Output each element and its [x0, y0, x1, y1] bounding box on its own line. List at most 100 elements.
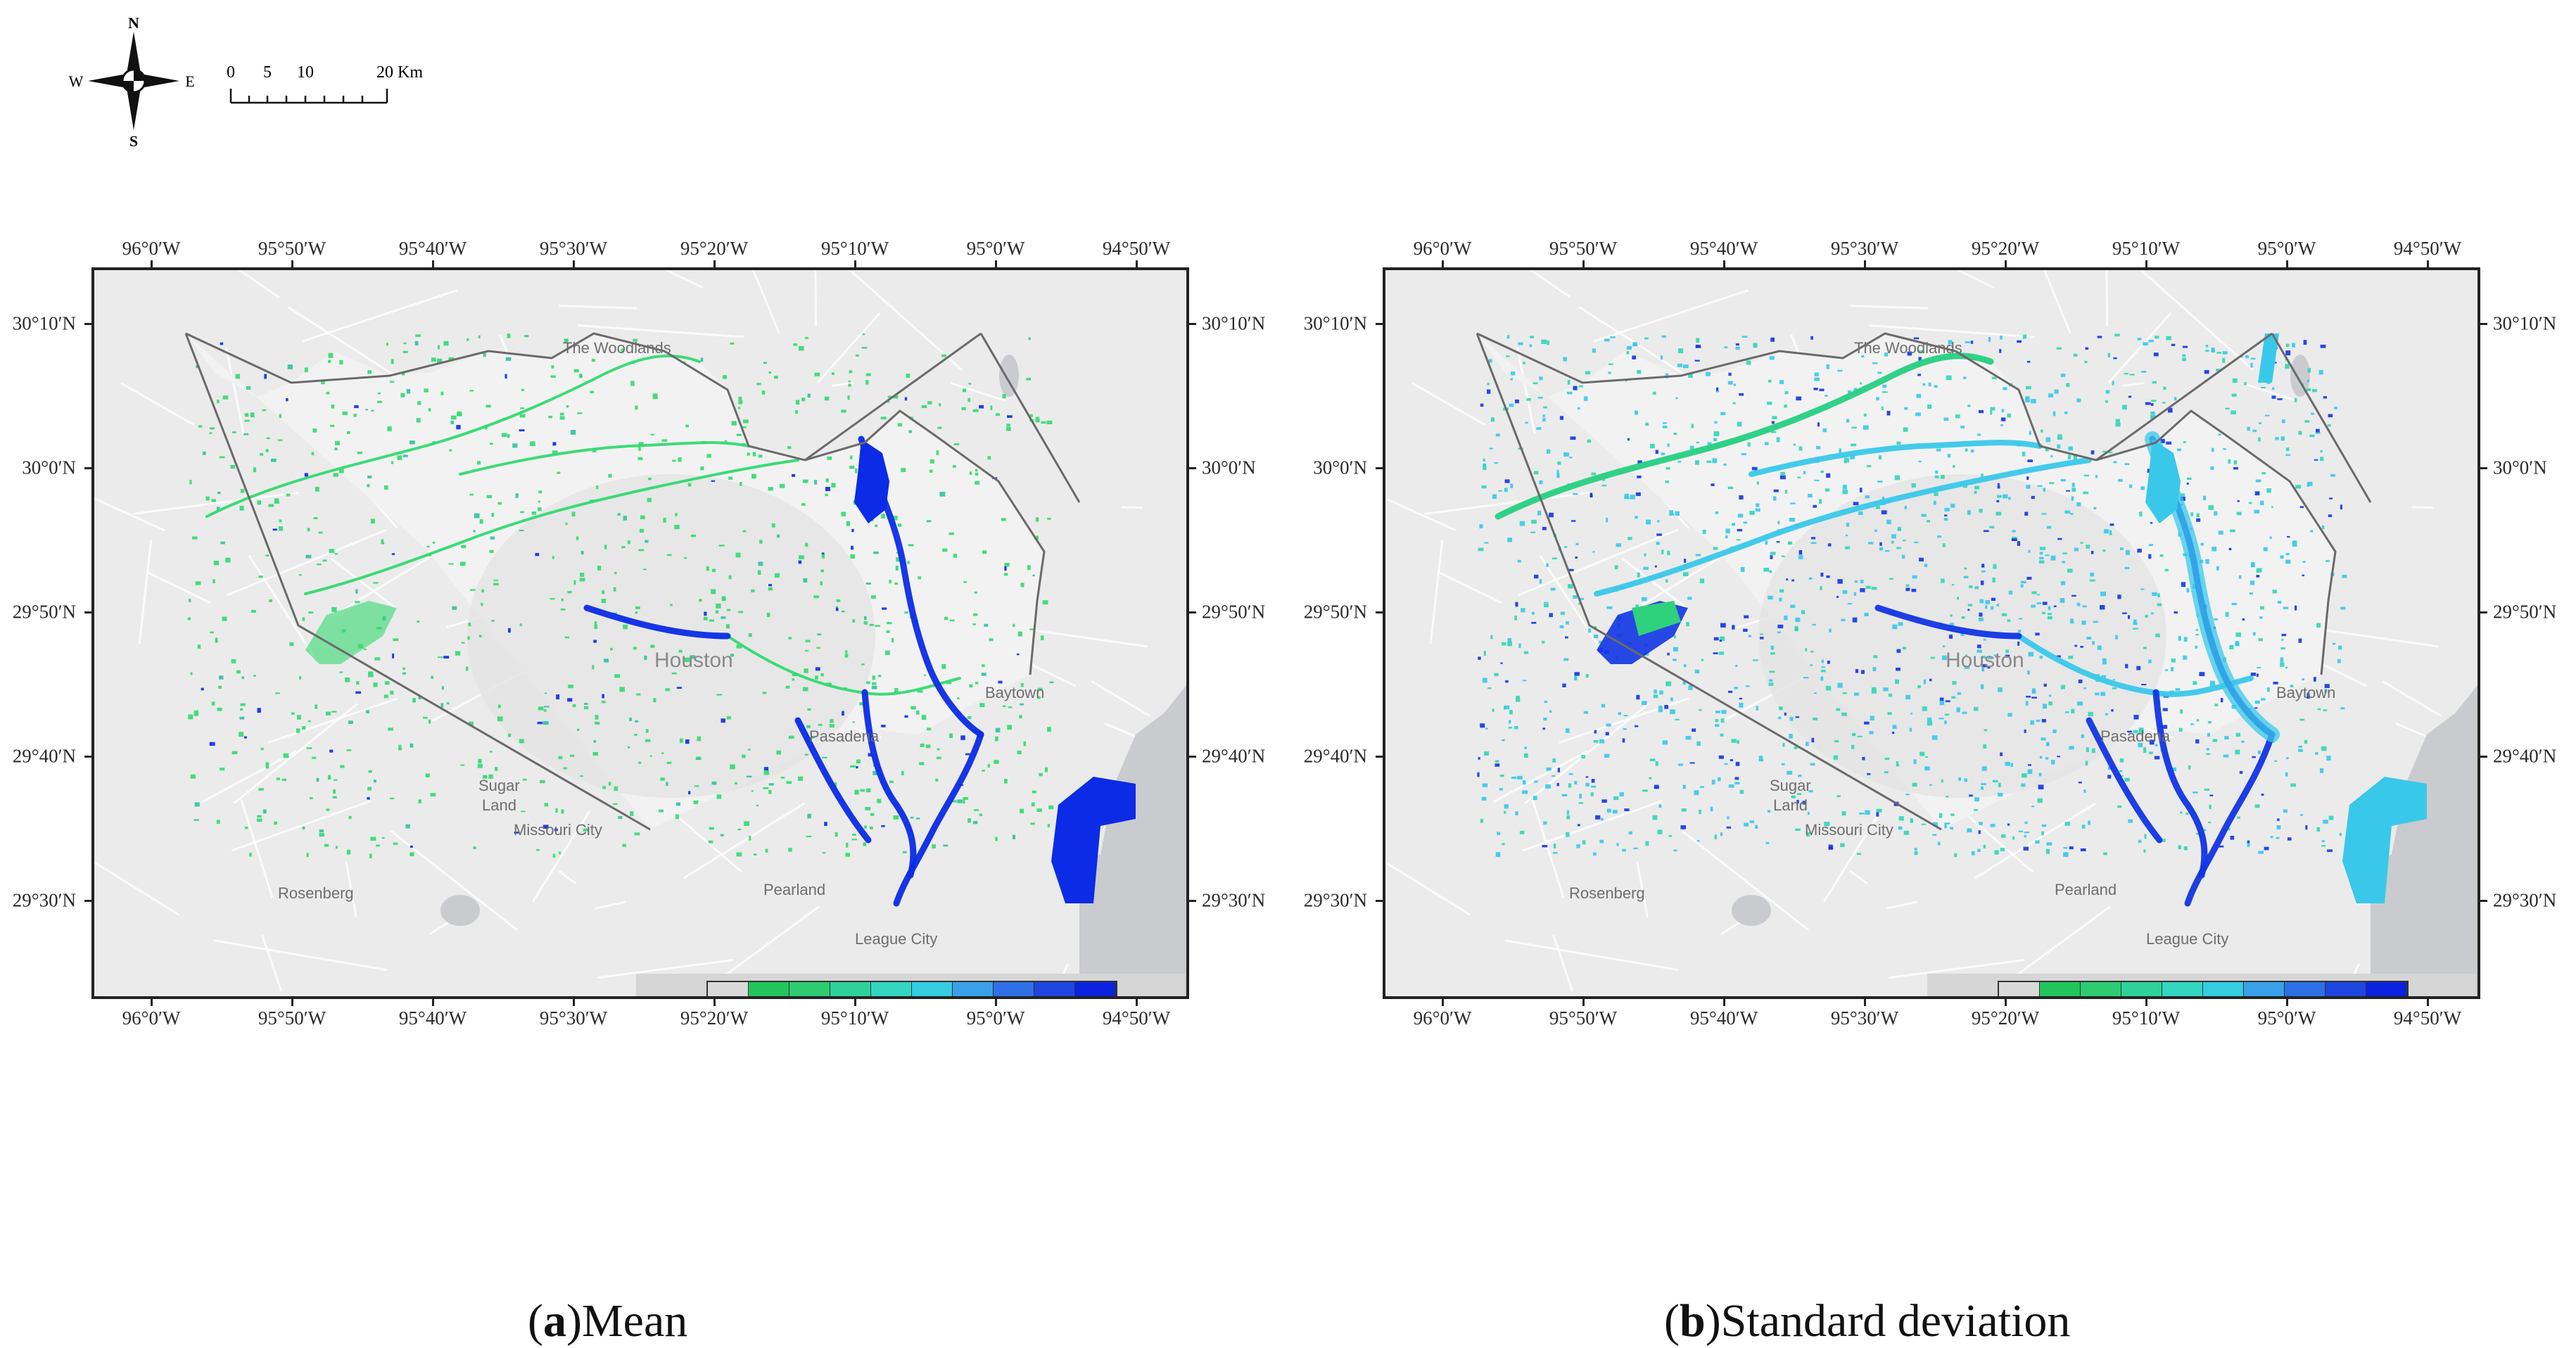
legend-swatch — [1999, 982, 2040, 996]
longitude-tick — [2427, 998, 2429, 1006]
longitude-label: 95°0′W — [2257, 1007, 2316, 1029]
latitude-label: 29°40′N — [1202, 745, 1266, 767]
compass-rose-icon — [88, 32, 179, 130]
lake — [440, 895, 480, 926]
legend-swatch — [953, 982, 994, 996]
latitude-tick — [84, 756, 93, 758]
longitude-label: 95°50′W — [1549, 238, 1618, 259]
longitude-label: 96°0′W — [122, 238, 181, 259]
longitude-label: 94°50′W — [2393, 1007, 2462, 1029]
map-frame: 00.10.20.30.40.50.60.70.80.91 — [91, 267, 1189, 999]
place-label-sugar: Sugar — [1770, 777, 1811, 794]
latitude-label: 29°30′N — [1202, 889, 1266, 911]
compass-n: N — [128, 14, 139, 32]
county-boundary — [1476, 332, 2372, 831]
lake — [1732, 895, 1771, 926]
latitude-tick — [1376, 611, 1384, 613]
latitude-label: 29°40′N — [12, 745, 76, 767]
caption-mean: (a)Mean — [528, 1295, 688, 1347]
longitude-tick — [2286, 998, 2288, 1006]
legend-swatch — [912, 982, 953, 996]
latitude-label: 30°10′N — [2493, 312, 2557, 334]
legend-swatch — [1034, 982, 1075, 996]
flood-pixels — [187, 333, 1054, 859]
scale-label-0: 0 — [227, 63, 235, 82]
scale-label-10: 10 — [297, 63, 314, 82]
longitude-label: 96°0′W — [1413, 238, 1472, 259]
legend-swatch — [2366, 982, 2407, 996]
place-label-missouri: Missouri City — [1805, 821, 1893, 839]
place-label-pasadena: Pasadena — [809, 727, 880, 745]
longitude-tick — [995, 260, 997, 269]
place-label-sugar: Sugar — [478, 777, 520, 794]
latitude-label: 30°10′N — [1202, 312, 1266, 334]
longitude-tick — [2145, 260, 2147, 269]
latitude-label: 29°30′N — [1303, 889, 1367, 911]
compass-w: W — [69, 72, 84, 90]
latitude-tick — [2479, 756, 2487, 758]
place-label-rosenberg: Rosenberg — [1569, 884, 1645, 902]
latitude-label: 29°50′N — [1202, 601, 1266, 623]
latitude-label: 29°50′N — [1303, 601, 1367, 623]
place-label-missouri: Missouri City — [514, 821, 602, 839]
place-label-rosenberg: Rosenberg — [278, 884, 354, 902]
scale-label-20: 20 Km — [376, 63, 423, 82]
compass-e: E — [185, 72, 194, 90]
longitude-label: 95°50′W — [258, 238, 326, 259]
latitude-label: 30°0′N — [1313, 457, 1367, 478]
latitude-tick — [2479, 323, 2487, 325]
place-label-houston: Houston — [654, 649, 733, 672]
longitude-tick — [854, 998, 856, 1006]
latitude-label: 30°0′N — [22, 457, 76, 478]
longitude-label: 95°20′W — [680, 238, 749, 259]
longitude-label: 95°20′W — [1971, 238, 2040, 259]
longitude-tick — [1136, 260, 1138, 269]
place-label-land: Land — [482, 796, 516, 814]
legend-swatch — [2203, 982, 2244, 996]
color-legend: 00.040.050.060.070.080.090.10.20.31 — [1927, 974, 2476, 996]
longitude-tick — [432, 998, 434, 1006]
longitude-tick — [2427, 260, 2429, 269]
legend-swatch — [871, 982, 912, 996]
latitude-tick — [1188, 611, 1196, 613]
longitude-tick — [151, 260, 153, 269]
longitude-tick — [995, 998, 997, 1006]
legend-swatch — [994, 982, 1034, 996]
latitude-tick — [84, 323, 93, 325]
county-boundary — [184, 332, 1081, 831]
latitude-label: 30°10′N — [12, 312, 76, 334]
longitude-tick — [1864, 998, 1866, 1006]
caption-standard-deviation: (b)Standard deviation — [1664, 1295, 2071, 1347]
longitude-tick — [713, 998, 716, 1006]
latitude-label: 29°30′N — [12, 889, 76, 911]
scale-label-5: 5 — [263, 63, 272, 82]
legend-swatch — [708, 982, 749, 996]
longitude-tick — [1442, 998, 1444, 1006]
place-label-woodlands: The Woodlands — [563, 339, 671, 357]
latitude-tick — [1188, 323, 1196, 325]
latitude-label: 29°50′N — [12, 601, 76, 623]
map-canvas — [94, 270, 1186, 996]
place-label-houston: Houston — [1946, 649, 2024, 672]
latitude-tick — [1376, 900, 1384, 902]
longitude-label: 95°10′W — [2112, 238, 2181, 259]
longitude-label: 95°50′W — [258, 1007, 326, 1029]
longitude-tick — [573, 260, 575, 269]
longitude-tick — [2005, 260, 2007, 269]
latitude-tick — [84, 900, 93, 902]
longitude-label: 95°30′W — [539, 238, 608, 259]
lake — [999, 355, 1019, 397]
flooded-zones — [305, 439, 1136, 903]
longitude-label: 95°20′W — [1971, 1007, 2040, 1029]
bay-water — [2371, 685, 2477, 996]
longitude-tick — [291, 260, 293, 269]
longitude-tick — [1136, 998, 1138, 1006]
latitude-tick — [2479, 467, 2487, 469]
place-label-baytown: Baytown — [2276, 684, 2336, 701]
place-label-league: League City — [2146, 930, 2229, 948]
latitude-tick — [1188, 756, 1196, 758]
longitude-label: 94°50′W — [1102, 1007, 1171, 1029]
longitude-tick — [854, 260, 856, 269]
legend-swatch — [2040, 982, 2081, 996]
latitude-tick — [1188, 900, 1196, 902]
